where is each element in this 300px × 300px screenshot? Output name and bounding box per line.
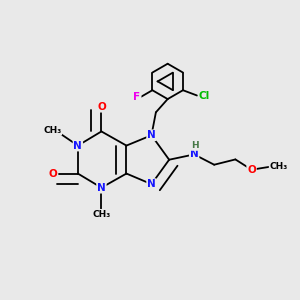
Text: CH₃: CH₃ <box>92 210 110 219</box>
Text: CH₃: CH₃ <box>43 126 62 135</box>
Text: N: N <box>97 183 106 193</box>
Text: O: O <box>97 102 106 112</box>
Text: N: N <box>74 141 82 151</box>
Text: O: O <box>247 165 256 175</box>
Text: N: N <box>147 130 156 140</box>
Text: CH₃: CH₃ <box>269 162 288 171</box>
Text: Cl: Cl <box>199 91 210 100</box>
Text: O: O <box>49 169 58 178</box>
Text: N: N <box>190 149 199 159</box>
Text: F: F <box>134 92 141 102</box>
Text: H: H <box>191 141 199 150</box>
Text: N: N <box>147 179 156 189</box>
